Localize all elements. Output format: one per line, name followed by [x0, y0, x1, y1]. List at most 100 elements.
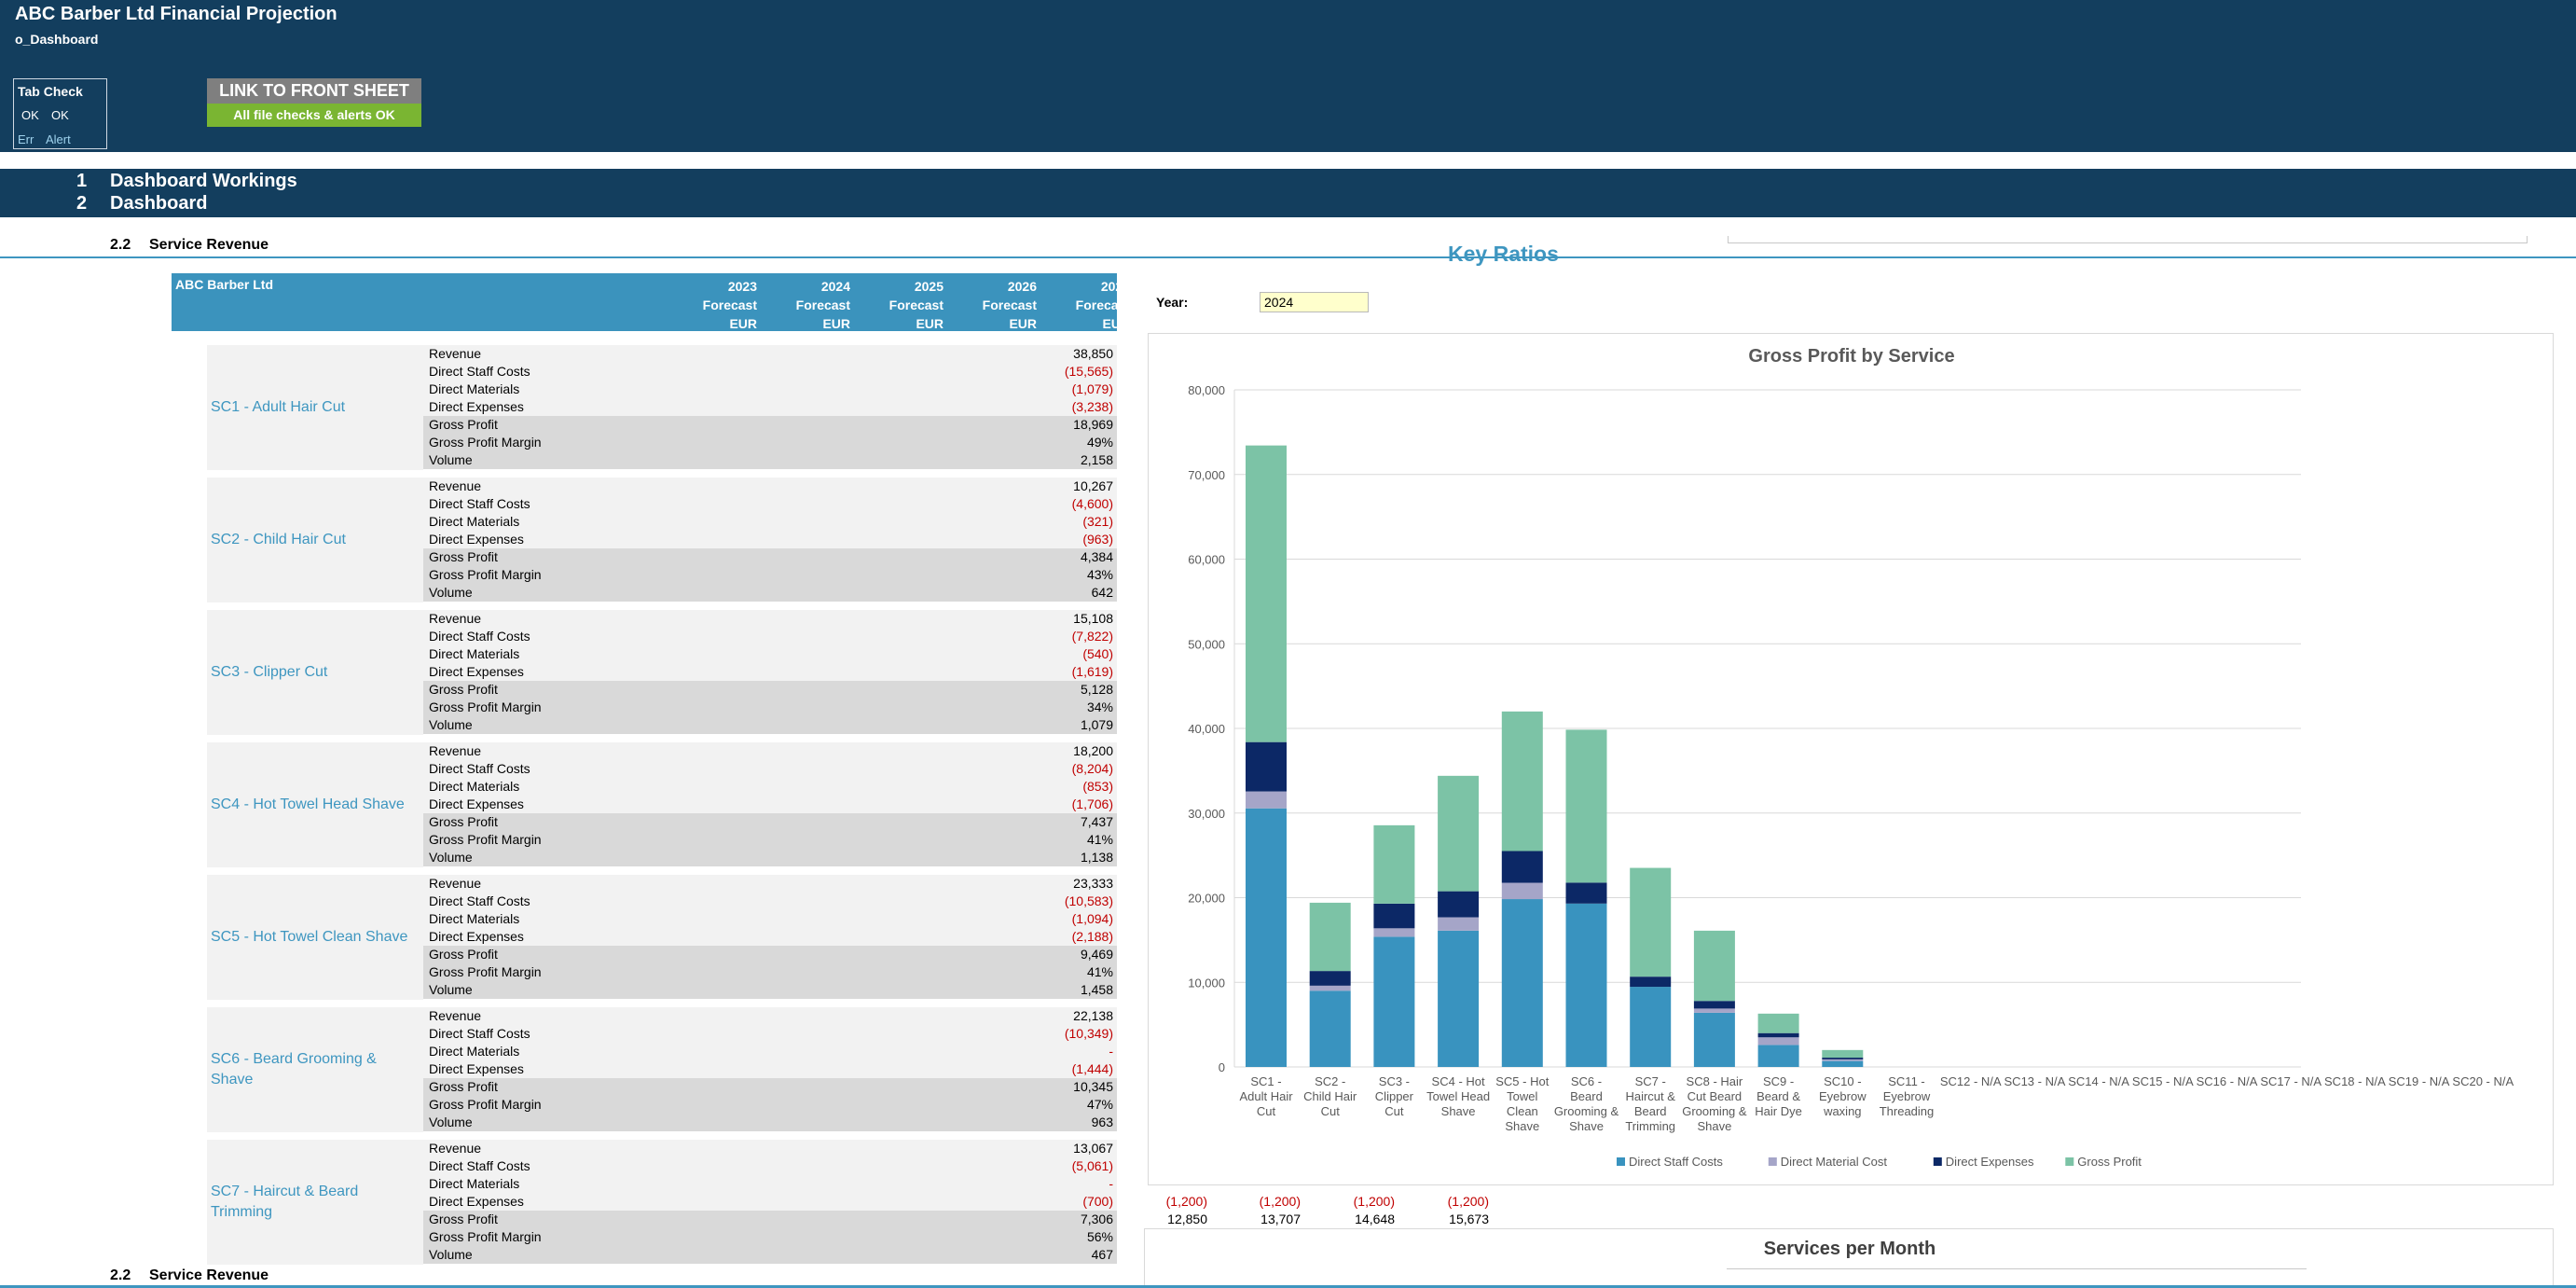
- tab-check-panel: Tab Check OK OK Err Alert: [13, 78, 107, 149]
- table-cell: (1,200): [1259, 1194, 1301, 1209]
- currency-label: EUR: [1009, 316, 1037, 331]
- currency-label: EUR: [1102, 316, 1130, 331]
- table-row: Direct Staff Costs(5,061)(9,470)(9,789)(…: [423, 1157, 1489, 1175]
- row-label: Direct Staff Costs: [429, 893, 530, 908]
- table-cell: (15,565): [1064, 364, 1113, 379]
- bar-segment: [1246, 445, 1287, 742]
- y-tick-label: 60,000: [1188, 553, 1225, 567]
- row-label: Gross Profit: [429, 1079, 498, 1094]
- table-cell: 41%: [1086, 964, 1113, 979]
- table-cell: 23,333: [1073, 876, 1113, 891]
- legend-swatch: [2065, 1157, 2074, 1166]
- year-label: Year:: [1156, 295, 1189, 310]
- year-input[interactable]: [1260, 292, 1369, 312]
- currency-label: EUR: [822, 316, 850, 331]
- table-cell: (8,204): [1071, 761, 1113, 776]
- row-label: Direct Expenses: [429, 1061, 524, 1076]
- legend-entry: Gross Profit: [2077, 1155, 2142, 1169]
- services-per-month-chart: Services per Month: [1144, 1228, 2554, 1288]
- section-divider: [0, 256, 2576, 258]
- table-cell: 9,469: [1080, 947, 1113, 962]
- sheet-name: o_Dashboard: [15, 32, 99, 47]
- bar-segment: [1438, 930, 1480, 1067]
- table-row: Direct Expenses (700) (1,200) (1,200) (1,200…: [423, 1193, 1489, 1211]
- service-name: SC4 - Hot Towel Head Shave: [211, 796, 405, 812]
- service-name-cell: SC7 - Haircut & Beard Trimming: [207, 1140, 423, 1265]
- year-column-header: 2024 Forecast EUR: [757, 277, 850, 333]
- row-label: Gross Profit Margin: [429, 964, 542, 979]
- y-tick-label: 80,000: [1188, 383, 1225, 397]
- service-name-cell: SC3 - Clipper Cut: [207, 610, 423, 735]
- service-name-cell: SC5 - Hot Towel Clean Shave: [207, 875, 423, 1000]
- table-cell: 34%: [1086, 699, 1113, 714]
- table-cell: (7,822): [1071, 629, 1113, 644]
- table-cell: 10,267: [1073, 478, 1113, 493]
- row-label: Direct Materials: [429, 1176, 520, 1191]
- year-column-header: 2025 Forecast EUR: [850, 277, 944, 333]
- legend-entry: Direct Expenses: [1946, 1155, 2034, 1169]
- x-tick-label: SC9 -Beard & Hair Dye: [1755, 1074, 1802, 1118]
- table-row: Volume467800800800800: [423, 1246, 1489, 1264]
- row-label: Direct Staff Costs: [429, 496, 530, 511]
- currency-label: EUR: [916, 316, 944, 331]
- table-cell: 7,437: [1080, 814, 1113, 829]
- y-tick-label: 50,000: [1188, 637, 1225, 651]
- table-cell: 963: [1091, 1115, 1113, 1129]
- row-label: Direct Staff Costs: [429, 629, 530, 644]
- table-row: Direct Staff Costs(10,583)(19,830)(20,49…: [423, 893, 1489, 910]
- table-cell: (10,583): [1064, 893, 1113, 908]
- bar-segment: [1438, 917, 1480, 931]
- section-number: 1: [76, 171, 88, 191]
- x-tick-label: SC10 -Eyebrow waxing: [1819, 1074, 1867, 1118]
- table-cell: (3,238): [1071, 399, 1113, 414]
- forecast-label: Forecast: [889, 298, 944, 312]
- service-name: SC2 - Child Hair Cut: [211, 532, 346, 547]
- bar-segment: [1757, 1037, 1799, 1046]
- table-cell: (1,619): [1071, 664, 1113, 679]
- y-tick-label: 40,000: [1188, 722, 1225, 736]
- bar-segment: [1438, 891, 1480, 918]
- table-cell: 1,458: [1080, 982, 1113, 997]
- bar-segment: [1246, 808, 1287, 1067]
- table-row: Direct Materials(1,079)(2,001)(2,164)(2,…: [423, 381, 1489, 398]
- legend-swatch: [1768, 1157, 1777, 1166]
- year-column-header: 2023 Forecast EUR: [664, 277, 757, 333]
- table-cell: 14,648: [1355, 1212, 1395, 1226]
- bar-segment: [1565, 903, 1607, 1067]
- row-label: Revenue: [429, 346, 482, 361]
- link-to-front-sheet-button[interactable]: LINK TO FRONT SHEET: [207, 78, 421, 104]
- year-label: 2025: [914, 279, 944, 294]
- year-label: 2027: [1100, 279, 1130, 294]
- section-label: Dashboard Workings: [110, 171, 297, 191]
- service-block: SC4 - Hot Towel Head Shave Revenue 18,200 3…: [207, 742, 1489, 867]
- x-tick-label: SC14 - N/A: [2068, 1074, 2129, 1088]
- x-tick-label: SC3 -Clipper Cut: [1375, 1074, 1414, 1118]
- row-label: Gross Profit Margin: [429, 1097, 542, 1112]
- table-cell: (1,079): [1071, 381, 1113, 396]
- table-row: Direct Expenses(2,188)(3,750)(3,750)(3,7…: [423, 928, 1489, 946]
- service-name-cell: SC4 - Hot Towel Head Shave: [207, 742, 423, 867]
- table-row: Gross Profit 7,306 12,850 13,707 14,648 15,67…: [423, 1211, 1489, 1228]
- row-label: Gross Profit Margin: [429, 832, 542, 847]
- row-label: Direct Expenses: [429, 929, 524, 944]
- row-label: Gross Profit: [429, 947, 498, 962]
- legend-swatch: [1933, 1157, 1942, 1166]
- row-label: Direct Materials: [429, 1044, 520, 1059]
- row-label: Revenue: [429, 611, 482, 626]
- table-cell: 1,138: [1080, 850, 1113, 865]
- row-label: Direct Expenses: [429, 796, 524, 811]
- bar-segment: [1757, 1032, 1799, 1038]
- file-checks-status-banner: All file checks & alerts OK: [207, 104, 421, 127]
- table-cell: (2,188): [1071, 929, 1113, 944]
- bar-segment: [1309, 902, 1351, 972]
- table-cell: 38,850: [1073, 346, 1113, 361]
- section-bar: 1 Dashboard Workings 2 Dashboard: [0, 169, 2576, 217]
- row-label: Volume: [429, 585, 473, 600]
